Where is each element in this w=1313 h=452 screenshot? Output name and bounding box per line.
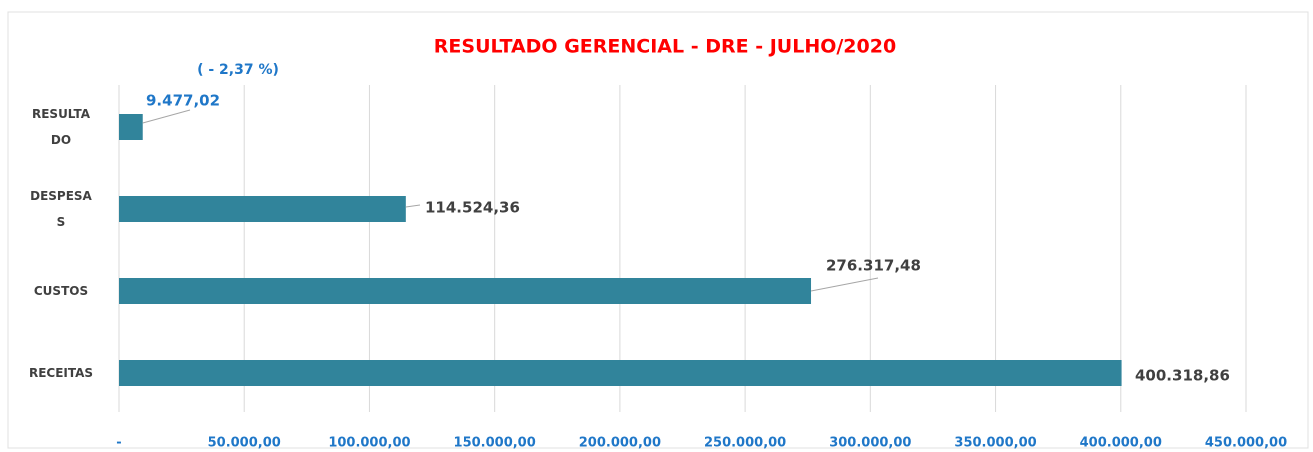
- y-tick-label: CUSTOS: [33, 284, 89, 298]
- x-tick-label: 250.000,00: [704, 436, 786, 451]
- data-label: 114.524,36: [425, 199, 520, 217]
- x-tick-label: 200.000,00: [579, 436, 661, 451]
- bar: [119, 360, 1122, 386]
- y-tick-label: RESULTADO: [31, 107, 91, 147]
- leader-line: [142, 109, 191, 124]
- y-tick-label: RECEITAS: [28, 366, 94, 380]
- x-tick-label: 350.000,00: [954, 436, 1036, 451]
- annotation: ( - 2,37 %): [197, 62, 279, 78]
- bar: [119, 114, 143, 140]
- y-tick-label: DESPESAS: [30, 189, 92, 229]
- x-tick-label: 400.000,00: [1080, 436, 1162, 451]
- x-tick-label: 150.000,00: [454, 436, 536, 451]
- x-tick-label: -: [116, 436, 121, 451]
- x-tick-label: 100.000,00: [328, 436, 410, 451]
- data-label: 276.317,48: [826, 257, 921, 275]
- x-tick-label: 450.000,00: [1205, 436, 1287, 451]
- x-tick-label: 300.000,00: [829, 436, 911, 451]
- data-label: 400.318,86: [1135, 367, 1230, 385]
- leader-line: [405, 204, 421, 208]
- bar: [119, 278, 812, 304]
- data-label: 9.477,02: [146, 92, 220, 110]
- leader-line: [810, 277, 879, 292]
- x-tick-label: 50.000,00: [208, 436, 281, 451]
- chart-title: RESULTADO GERENCIAL - DRE - JULHO/2020: [434, 36, 896, 58]
- bar: [119, 196, 406, 222]
